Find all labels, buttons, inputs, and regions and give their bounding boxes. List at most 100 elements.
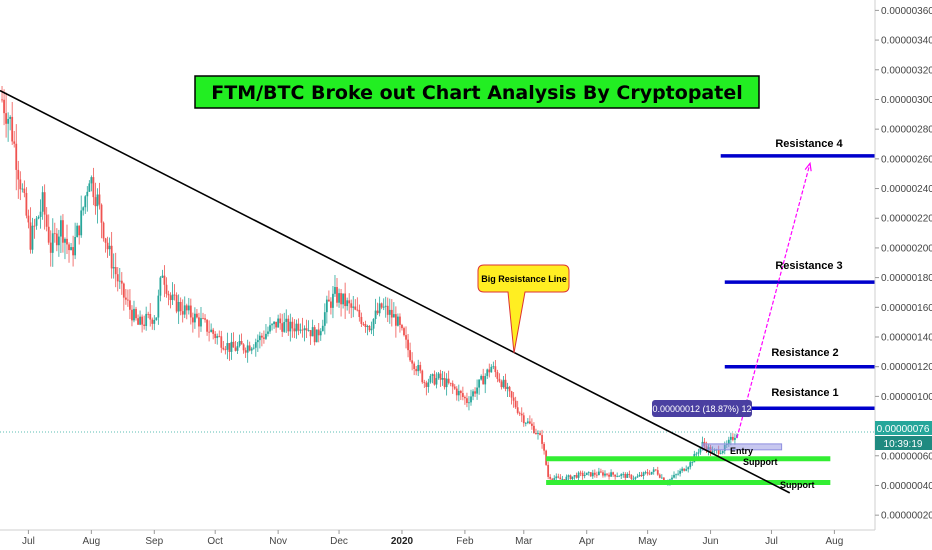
candle-body bbox=[295, 323, 298, 332]
candle-body bbox=[173, 294, 176, 296]
candle-body bbox=[151, 319, 154, 324]
candle-body bbox=[498, 378, 501, 382]
candle-body bbox=[189, 305, 192, 318]
candle-body bbox=[372, 319, 375, 329]
candle-body bbox=[68, 244, 70, 251]
candle-body bbox=[153, 319, 156, 324]
candle-body bbox=[472, 391, 474, 397]
candle-body bbox=[433, 374, 436, 385]
candle-body bbox=[169, 295, 172, 301]
candle-body bbox=[417, 365, 420, 372]
candle-body bbox=[719, 453, 722, 454]
title-banner: FTM/BTC Broke out Chart Analysis By Cryp… bbox=[194, 75, 760, 109]
candle-body bbox=[484, 375, 487, 385]
candle-body bbox=[86, 191, 89, 197]
time-tag-box bbox=[875, 436, 932, 450]
candle-body bbox=[33, 225, 36, 227]
resistance-4-label: Resistance 4 bbox=[775, 138, 843, 150]
candle-body bbox=[360, 316, 363, 324]
candle-body bbox=[553, 478, 556, 480]
candle-body bbox=[106, 242, 109, 250]
candle-body bbox=[585, 472, 588, 476]
candle-body bbox=[90, 177, 93, 184]
candle-body bbox=[608, 474, 610, 477]
candle-body bbox=[537, 433, 539, 434]
y-tick-label: 0.00000020 bbox=[881, 511, 932, 522]
candle-body bbox=[202, 318, 204, 319]
candle-body bbox=[729, 436, 732, 440]
candle-body bbox=[88, 183, 91, 192]
candle-body bbox=[265, 333, 267, 339]
candle-body bbox=[287, 318, 290, 332]
candle-body bbox=[200, 318, 202, 327]
candle-body bbox=[204, 318, 206, 320]
candle-body bbox=[376, 310, 379, 314]
candle-body bbox=[252, 347, 255, 349]
candle-body bbox=[210, 329, 213, 332]
candle-body bbox=[206, 319, 208, 332]
candle-body bbox=[464, 396, 466, 399]
candle-body bbox=[415, 368, 418, 372]
x-axis-ticks[interactable]: Jul Aug Sep Oct Nov Dec 2020 Feb Mar Apr May Jun Jul… bbox=[22, 530, 843, 547]
candle-body bbox=[656, 470, 659, 475]
candle-body bbox=[624, 473, 627, 478]
candle-body bbox=[492, 366, 495, 368]
candle-body bbox=[378, 303, 381, 314]
chart-title: FTM/BTC Broke out Chart Analysis By Cryp… bbox=[211, 82, 742, 104]
y-axis-ticks[interactable]: 0.000000200.000000400.000000600.00000080… bbox=[875, 6, 932, 522]
candle-body bbox=[212, 329, 215, 334]
candle-body bbox=[413, 363, 416, 369]
x-tick-label: Nov bbox=[269, 536, 287, 547]
candle-body bbox=[155, 317, 158, 320]
candle-body bbox=[232, 341, 235, 348]
candle-body bbox=[658, 474, 661, 478]
overlay-layer bbox=[0, 89, 875, 494]
candle-body bbox=[92, 177, 95, 198]
candle-body bbox=[660, 477, 663, 479]
candle-body bbox=[677, 473, 679, 475]
candle-body bbox=[3, 99, 5, 114]
x-tick-label: Sep bbox=[145, 536, 163, 547]
candle-body bbox=[559, 477, 562, 480]
candle-body bbox=[55, 233, 58, 246]
candle-body bbox=[482, 375, 485, 385]
candle-body bbox=[423, 382, 426, 384]
candle-body bbox=[53, 233, 56, 235]
candle-body bbox=[652, 469, 655, 472]
candle-body bbox=[303, 328, 306, 331]
candle-body bbox=[642, 472, 645, 476]
candle-body bbox=[551, 478, 554, 480]
candle-body bbox=[70, 247, 72, 251]
x-tick-label: Mar bbox=[515, 536, 533, 547]
candle-body bbox=[96, 194, 99, 207]
candle-body bbox=[675, 474, 677, 476]
candle-body bbox=[238, 341, 241, 346]
candle-body bbox=[340, 293, 342, 305]
candle-body bbox=[630, 475, 633, 479]
candle-body bbox=[455, 388, 458, 396]
candle-body bbox=[425, 382, 428, 387]
candle-body bbox=[27, 215, 30, 223]
candle-body bbox=[64, 238, 66, 243]
candle-body bbox=[547, 464, 550, 477]
candle-body bbox=[127, 299, 129, 301]
candle-body bbox=[587, 472, 590, 473]
x-tick-label: Apr bbox=[579, 536, 595, 547]
candle-body bbox=[260, 335, 263, 338]
candle-body bbox=[636, 476, 639, 478]
candle-body bbox=[699, 447, 702, 453]
candle-body bbox=[612, 472, 615, 475]
candle-body bbox=[13, 141, 16, 144]
candle-body bbox=[535, 432, 537, 434]
candle-body bbox=[504, 379, 507, 389]
candle-body bbox=[269, 325, 271, 332]
candle-body bbox=[478, 379, 481, 388]
candle-body bbox=[600, 471, 602, 473]
candle-body bbox=[632, 478, 635, 480]
candle-body bbox=[242, 344, 245, 351]
y-tick-label: 0.00000200 bbox=[881, 243, 932, 254]
candle-body bbox=[307, 330, 310, 331]
candle-body bbox=[124, 297, 127, 300]
x-tick-label: 2020 bbox=[391, 536, 414, 547]
